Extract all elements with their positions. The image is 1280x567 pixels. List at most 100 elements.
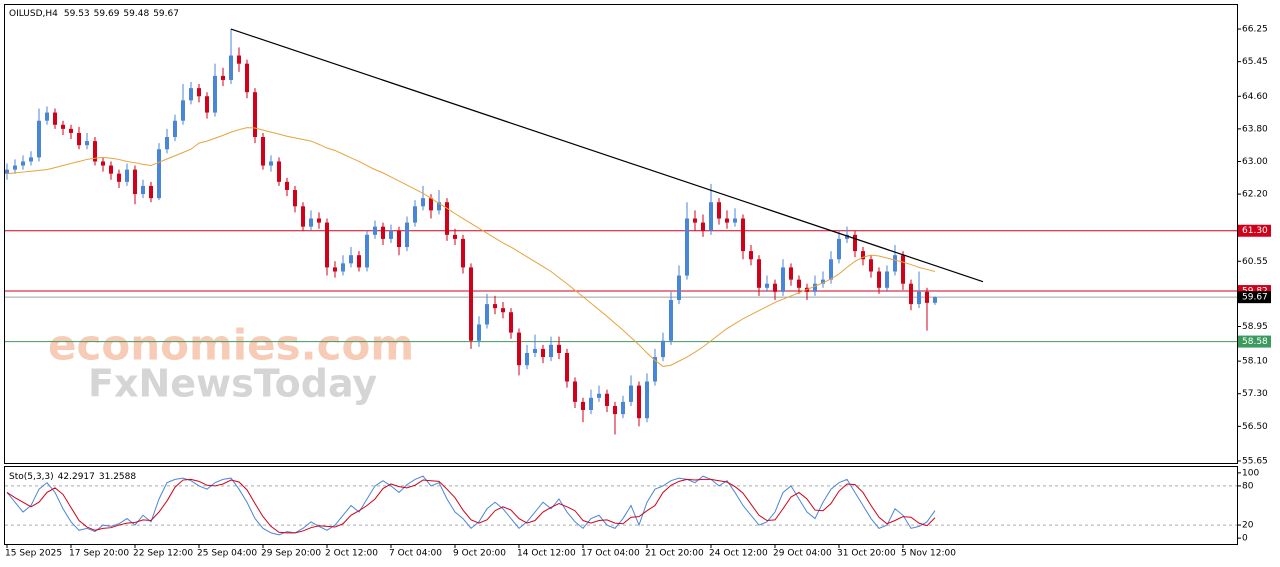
candle-body xyxy=(869,259,873,272)
stoch-d xyxy=(6,478,936,534)
candle-body xyxy=(701,222,705,231)
candle-body xyxy=(421,198,425,207)
candle-body xyxy=(141,185,145,195)
candle-body xyxy=(333,267,337,272)
candle-body xyxy=(197,88,201,97)
x-tick-label: 29 Sep 20:00 xyxy=(261,549,321,559)
y-tick-label: 64.60 xyxy=(1242,92,1268,102)
candle-body xyxy=(453,234,457,239)
candle-body xyxy=(581,401,585,411)
candle-body xyxy=(853,234,857,252)
candle-body xyxy=(605,393,609,406)
candle-body xyxy=(829,259,833,280)
indicator-name: Sto(5,3,3) xyxy=(9,472,54,482)
candle-body xyxy=(717,202,721,219)
candle-body xyxy=(237,55,241,64)
candle-body xyxy=(221,75,225,80)
k-value: 42.2917 xyxy=(58,472,95,482)
y-tick-label: 66.25 xyxy=(1242,25,1268,35)
candle-body xyxy=(541,348,545,358)
x-tick-label: 21 Oct 20:00 xyxy=(645,549,704,559)
y-tick-label: 80 xyxy=(1242,481,1254,491)
candle-body xyxy=(293,189,297,207)
low-value: 59.48 xyxy=(123,9,149,19)
candle-body xyxy=(253,92,257,138)
candle-body xyxy=(5,169,9,174)
y-tick-label: 63.80 xyxy=(1242,124,1268,134)
candle-body xyxy=(589,397,593,411)
candle-body xyxy=(109,165,113,174)
candle-body xyxy=(357,255,361,268)
candle-body xyxy=(285,181,289,190)
candle-body xyxy=(477,324,481,341)
candle-body xyxy=(317,218,321,223)
candle-body xyxy=(781,267,785,292)
candle-body xyxy=(813,283,817,292)
candle-body xyxy=(845,234,849,239)
y-tick-label: 58.10 xyxy=(1242,357,1268,367)
stoch-pane xyxy=(4,466,1238,545)
x-tick-label: 15 Sep 2025 xyxy=(5,549,62,559)
candle-body xyxy=(69,128,73,133)
candle-body xyxy=(901,255,905,284)
x-tick-label: 5 Nov 12:00 xyxy=(901,549,956,559)
candle-body xyxy=(693,218,697,223)
candle-body xyxy=(37,120,41,158)
y-tick-label: 55.65 xyxy=(1242,456,1268,466)
candle-body xyxy=(13,165,17,170)
candle-body xyxy=(429,198,433,211)
open-value: 59.53 xyxy=(64,9,90,19)
watermark: FxNewsToday xyxy=(88,362,377,406)
candle-body xyxy=(885,271,889,288)
x-tick-label: 22 Sep 12:00 xyxy=(133,549,193,559)
level-label: 58.58 xyxy=(1242,337,1268,347)
candle-body xyxy=(709,202,713,231)
level-tag xyxy=(1238,335,1271,348)
candle-body xyxy=(821,279,825,284)
candle-body xyxy=(533,348,537,353)
symbol: OILUSD,H4 xyxy=(9,9,58,19)
candle-body xyxy=(325,222,329,268)
candle-body xyxy=(493,304,497,309)
y-tick-label: 60.55 xyxy=(1242,257,1268,267)
y-tick-label: 100 xyxy=(1242,468,1259,478)
candle-body xyxy=(413,206,417,223)
x-tick-label: 24 Oct 12:00 xyxy=(709,549,768,559)
candle-body xyxy=(789,267,793,280)
candle-body xyxy=(157,149,161,199)
candle-body xyxy=(565,352,569,382)
candle-body xyxy=(621,401,625,415)
d-value: 31.2588 xyxy=(99,472,136,482)
candle-body xyxy=(301,206,305,227)
candle-body xyxy=(893,255,897,272)
price-tag xyxy=(1238,291,1271,304)
y-tick-label: 58.95 xyxy=(1242,322,1268,332)
candle-body xyxy=(469,267,473,341)
candle-body xyxy=(677,275,681,301)
y-tick-label: 20 xyxy=(1242,521,1254,531)
candle-body xyxy=(165,137,169,150)
candle-body xyxy=(229,55,233,80)
candle-body xyxy=(101,161,105,166)
candle-body xyxy=(669,300,673,341)
candle-body xyxy=(173,120,177,138)
candle-body xyxy=(349,255,353,264)
candle-body xyxy=(61,124,65,129)
candle-body xyxy=(389,230,393,239)
x-tick-label: 14 Oct 12:00 xyxy=(517,549,576,559)
candle-body xyxy=(637,385,641,419)
y-tick-label: 62.20 xyxy=(1242,190,1268,200)
candle-body xyxy=(797,279,801,288)
candle-body xyxy=(21,161,25,166)
candle-body xyxy=(189,88,193,101)
y-tick-label: 0 xyxy=(1242,534,1248,544)
candle-body xyxy=(77,132,81,146)
candle-body xyxy=(117,173,121,182)
candle-body xyxy=(557,344,561,353)
candle-body xyxy=(501,308,505,313)
candle-body xyxy=(661,340,665,358)
candle-body xyxy=(53,112,57,125)
main-pane xyxy=(4,4,1238,464)
